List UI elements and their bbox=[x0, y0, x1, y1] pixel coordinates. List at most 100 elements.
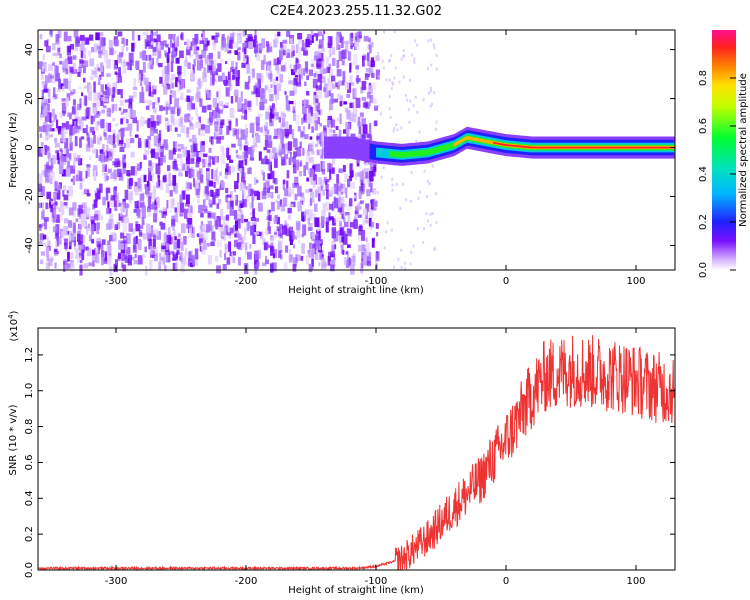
noise-cell bbox=[141, 86, 144, 98]
noise-cell bbox=[83, 77, 86, 83]
noise-cell bbox=[248, 75, 251, 83]
noise-cell bbox=[214, 121, 219, 125]
noise-cell bbox=[187, 257, 191, 267]
noise-cell bbox=[366, 189, 371, 197]
noise-cell bbox=[69, 124, 74, 136]
noise-cell bbox=[274, 152, 278, 159]
y-tick-label: 0.2 bbox=[24, 526, 35, 542]
noise-cell bbox=[329, 124, 332, 132]
noise-cell bbox=[271, 262, 277, 272]
noise-cell bbox=[428, 182, 431, 186]
noise-cell bbox=[157, 174, 160, 178]
noise-cell bbox=[46, 130, 50, 138]
noise-cell bbox=[125, 208, 128, 217]
noise-cell bbox=[123, 142, 126, 148]
noise-cell bbox=[88, 34, 94, 41]
noise-cell bbox=[55, 65, 59, 73]
noise-cell bbox=[356, 155, 360, 167]
noise-cell bbox=[417, 196, 420, 200]
noise-cell bbox=[368, 85, 373, 94]
noise-cell bbox=[64, 242, 68, 246]
noise-cell bbox=[208, 155, 212, 166]
noise-cell bbox=[282, 39, 288, 44]
noise-cell bbox=[128, 223, 133, 232]
noise-cell bbox=[225, 168, 228, 175]
noise-cell bbox=[61, 98, 67, 102]
noise-cell bbox=[170, 198, 175, 209]
noise-cell bbox=[105, 190, 109, 201]
noise-cell bbox=[64, 59, 69, 69]
noise-cell bbox=[96, 210, 101, 221]
noise-cell bbox=[274, 34, 279, 44]
noise-cell bbox=[291, 45, 295, 53]
noise-cell bbox=[300, 131, 303, 138]
noise-cell bbox=[410, 171, 413, 174]
noise-cell bbox=[250, 150, 254, 158]
noise-cell bbox=[255, 135, 261, 143]
noise-cell bbox=[81, 116, 87, 121]
noise-cell bbox=[225, 87, 230, 97]
noise-cell bbox=[327, 42, 331, 48]
x-tick-label: -200 bbox=[235, 276, 258, 287]
noise-cell bbox=[42, 125, 48, 133]
noise-cell bbox=[289, 90, 295, 96]
noise-cell bbox=[184, 56, 188, 63]
noise-cell bbox=[364, 219, 369, 224]
noise-cell bbox=[209, 60, 214, 70]
noise-cell bbox=[270, 263, 274, 273]
noise-cell bbox=[139, 193, 145, 202]
noise-cell bbox=[307, 218, 310, 225]
noise-cell bbox=[120, 205, 124, 213]
noise-cell bbox=[79, 43, 85, 52]
noise-cell bbox=[253, 85, 258, 94]
noise-cell bbox=[226, 232, 231, 236]
noise-cell bbox=[95, 252, 100, 264]
noise-cell bbox=[334, 233, 339, 242]
noise-cell bbox=[63, 226, 69, 236]
noise-cell bbox=[101, 97, 105, 102]
noise-cell bbox=[106, 151, 111, 158]
noise-cell bbox=[296, 82, 302, 87]
noise-cell bbox=[64, 218, 69, 224]
noise-cell bbox=[317, 89, 322, 99]
noise-cell bbox=[388, 95, 391, 99]
noise-cell bbox=[106, 175, 110, 181]
noise-cell bbox=[102, 196, 106, 206]
noise-cell bbox=[122, 264, 127, 272]
noise-cell bbox=[152, 85, 157, 95]
noise-cell bbox=[68, 153, 72, 161]
noise-cell bbox=[435, 127, 437, 131]
spectrogram-ylabel: Frequency (Hz) bbox=[8, 112, 19, 188]
noise-cell bbox=[202, 72, 207, 83]
noise-cell bbox=[54, 142, 60, 148]
noise-cell bbox=[170, 113, 174, 123]
noise-cell bbox=[262, 188, 267, 196]
noise-cell bbox=[217, 63, 222, 72]
noise-cell bbox=[311, 35, 314, 44]
noise-cell bbox=[93, 92, 98, 102]
noise-cell bbox=[355, 172, 360, 177]
noise-cell bbox=[318, 108, 323, 115]
noise-cell bbox=[106, 207, 110, 215]
noise-cell bbox=[343, 40, 348, 45]
noise-cell bbox=[124, 217, 129, 224]
noise-cell bbox=[196, 52, 199, 58]
noise-cell bbox=[284, 188, 289, 197]
noise-cell bbox=[291, 69, 296, 76]
noise-cell bbox=[234, 73, 238, 80]
noise-cell bbox=[222, 76, 226, 82]
noise-cell bbox=[39, 183, 42, 189]
noise-cell bbox=[192, 254, 196, 266]
noise-cell bbox=[81, 65, 85, 69]
noise-cell bbox=[145, 55, 148, 61]
noise-cell bbox=[107, 123, 112, 132]
noise-cell bbox=[261, 38, 265, 49]
spectrogram-signal-trace bbox=[324, 126, 675, 166]
noise-cell bbox=[195, 189, 199, 197]
noise-cell bbox=[304, 150, 308, 154]
noise-cell bbox=[416, 110, 419, 114]
noise-cell bbox=[378, 57, 381, 61]
snr-xlabel: Height of straight line (km) bbox=[288, 585, 424, 596]
noise-cell bbox=[208, 148, 212, 153]
